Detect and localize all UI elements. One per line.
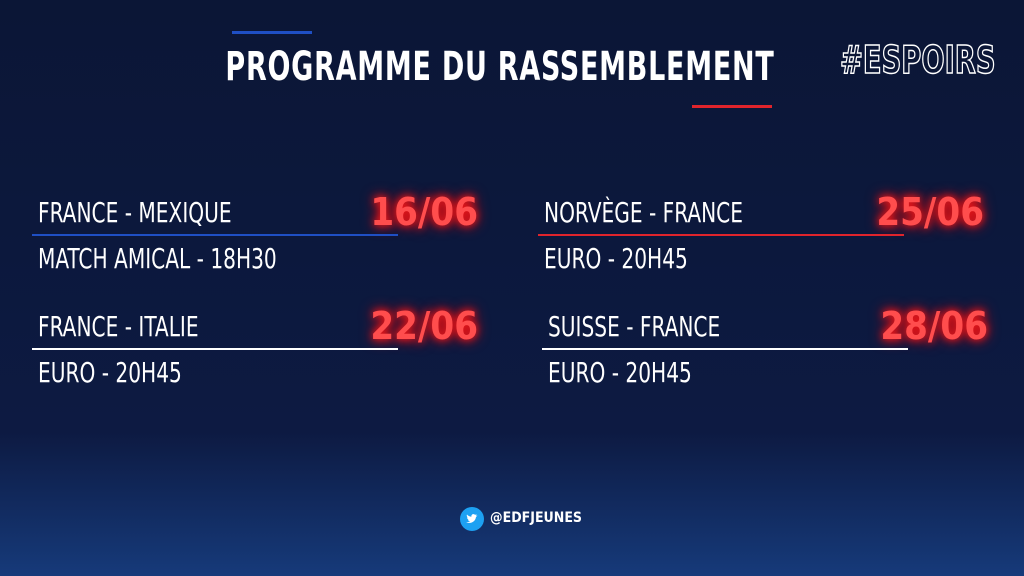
accent-bar <box>692 105 772 108</box>
match-info: EURO - 20H45 <box>548 356 692 389</box>
match: FRANCE - ITALIE 22/06 EURO - 20H45 <box>32 304 478 410</box>
match-info: MATCH AMICAL - 18H30 <box>38 242 277 275</box>
title: PROGRAMME DU RASSEMBLEMENT <box>225 44 775 90</box>
match: SUISSE - FRANCE 28/06 EURO - 20H45 <box>542 304 988 410</box>
twitter-handle: @EDFJEUNES <box>490 510 583 526</box>
match-date: 25/06 <box>876 190 984 234</box>
twitter-icon <box>460 507 484 531</box>
match-teams: NORVÈGE - FRANCE <box>544 196 743 229</box>
divider <box>542 348 908 350</box>
divider <box>538 234 904 236</box>
match-teams: FRANCE - MEXIQUE <box>38 196 232 229</box>
match-date: 22/06 <box>370 304 478 348</box>
match-date: 28/06 <box>880 304 988 348</box>
match-info: EURO - 20H45 <box>38 356 182 389</box>
divider <box>32 234 398 236</box>
match: NORVÈGE - FRANCE 25/06 EURO - 20H45 <box>538 190 984 296</box>
match: FRANCE - MEXIQUE 16/06 MATCH AMICAL - 18H3… <box>32 190 478 296</box>
hashtag: #ESPOIRS <box>839 37 996 83</box>
match-date: 16/06 <box>370 190 478 234</box>
match-info: EURO - 20H45 <box>544 242 688 275</box>
match-teams: SUISSE - FRANCE <box>548 310 721 343</box>
accent-bar <box>232 31 312 34</box>
match-teams: FRANCE - ITALIE <box>38 310 199 343</box>
divider <box>32 348 398 350</box>
